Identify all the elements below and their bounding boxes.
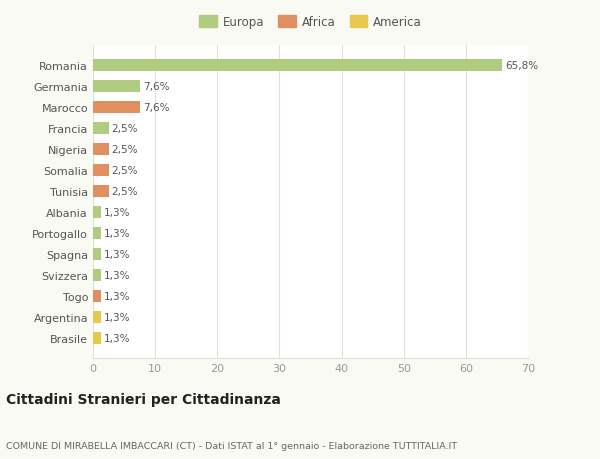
Bar xyxy=(93,144,109,155)
Text: 2,5%: 2,5% xyxy=(112,166,138,175)
Bar xyxy=(93,186,109,197)
Bar xyxy=(93,249,101,260)
Text: COMUNE DI MIRABELLA IMBACCARI (CT) - Dati ISTAT al 1° gennaio - Elaborazione TUT: COMUNE DI MIRABELLA IMBACCARI (CT) - Dat… xyxy=(6,441,457,450)
Text: 2,5%: 2,5% xyxy=(112,186,138,196)
Bar xyxy=(93,228,101,239)
Text: 7,6%: 7,6% xyxy=(143,82,170,92)
Text: 2,5%: 2,5% xyxy=(112,123,138,134)
Bar xyxy=(93,207,101,218)
Text: 7,6%: 7,6% xyxy=(143,103,170,113)
Bar xyxy=(93,102,140,113)
Text: 65,8%: 65,8% xyxy=(505,61,538,71)
Text: 1,3%: 1,3% xyxy=(104,312,131,322)
Text: 1,3%: 1,3% xyxy=(104,207,131,218)
Legend: Europa, Africa, America: Europa, Africa, America xyxy=(194,11,427,34)
Bar xyxy=(93,332,101,344)
Bar xyxy=(93,311,101,323)
Bar xyxy=(93,269,101,281)
Bar xyxy=(93,123,109,134)
Text: 2,5%: 2,5% xyxy=(112,145,138,155)
Text: Cittadini Stranieri per Cittadinanza: Cittadini Stranieri per Cittadinanza xyxy=(6,392,281,406)
Text: 1,3%: 1,3% xyxy=(104,333,131,343)
Bar xyxy=(93,81,140,93)
Bar xyxy=(93,165,109,176)
Text: 1,3%: 1,3% xyxy=(104,249,131,259)
Bar xyxy=(93,291,101,302)
Text: 1,3%: 1,3% xyxy=(104,229,131,238)
Bar xyxy=(93,60,502,72)
Text: 1,3%: 1,3% xyxy=(104,291,131,301)
Text: 1,3%: 1,3% xyxy=(104,270,131,280)
